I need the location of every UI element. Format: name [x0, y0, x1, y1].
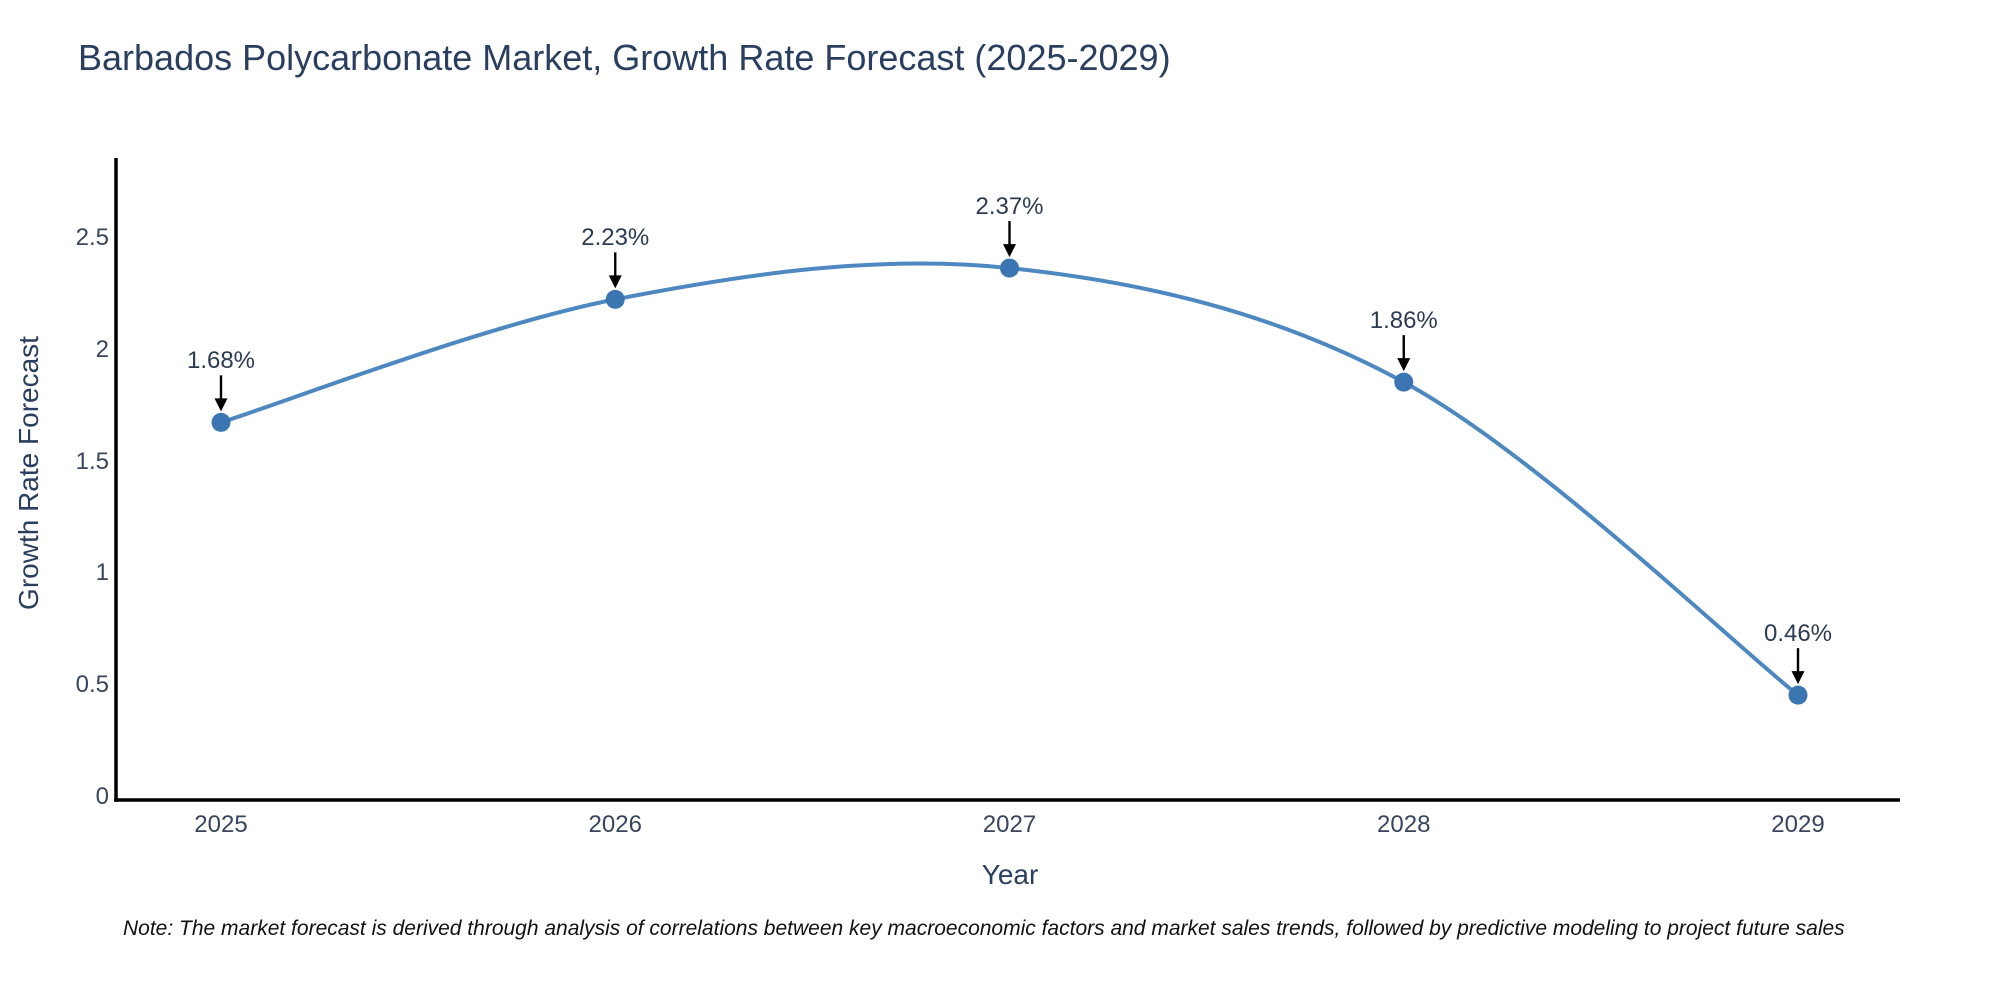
- x-tick-label: 2028: [1377, 811, 1431, 838]
- data-point-marker[interactable]: [1394, 372, 1414, 392]
- data-point-marker[interactable]: [1000, 258, 1019, 278]
- data-point-marker[interactable]: [605, 289, 625, 309]
- annotation-label: 2.37%: [975, 193, 1044, 221]
- y-tick-label: 2: [95, 335, 109, 363]
- x-tick-label: 2026: [588, 811, 642, 838]
- annotation-label: 2.23%: [581, 224, 650, 252]
- y-axis-title: Growth Rate Forecast: [13, 336, 44, 610]
- annotation-arrowhead: [1397, 358, 1411, 372]
- data-point-marker[interactable]: [1788, 685, 1808, 705]
- annotation-arrowhead: [608, 275, 622, 289]
- y-tick-label: 2.5: [75, 224, 109, 251]
- y-tick-label: 1: [95, 559, 109, 587]
- footnote: Note: The market forecast is derived thr…: [123, 917, 1845, 940]
- y-tick-label: 0.5: [75, 671, 109, 699]
- trace-line: [219, 261, 1800, 698]
- annotation-arrowhead: [1791, 671, 1805, 685]
- x-axis-title: Year: [981, 859, 1039, 890]
- y-tick-label: 1.5: [75, 447, 109, 475]
- data-point-marker[interactable]: [211, 412, 231, 432]
- annotation-label: 1.68%: [186, 347, 256, 375]
- annotation-arrowhead: [1003, 244, 1016, 258]
- x-tick-label: 2025: [194, 811, 248, 838]
- x-tick-label: 2029: [1771, 811, 1825, 838]
- annotation-label: 1.86%: [1369, 307, 1438, 335]
- annotation-arrowhead: [214, 398, 228, 412]
- x-tick-label: 2027: [982, 811, 1037, 838]
- chart-title: Barbados Polycarbonate Market, Growth Ra…: [78, 37, 1171, 78]
- annotation-label: 0.46%: [1763, 620, 1833, 648]
- y-tick-label: 0: [95, 783, 109, 810]
